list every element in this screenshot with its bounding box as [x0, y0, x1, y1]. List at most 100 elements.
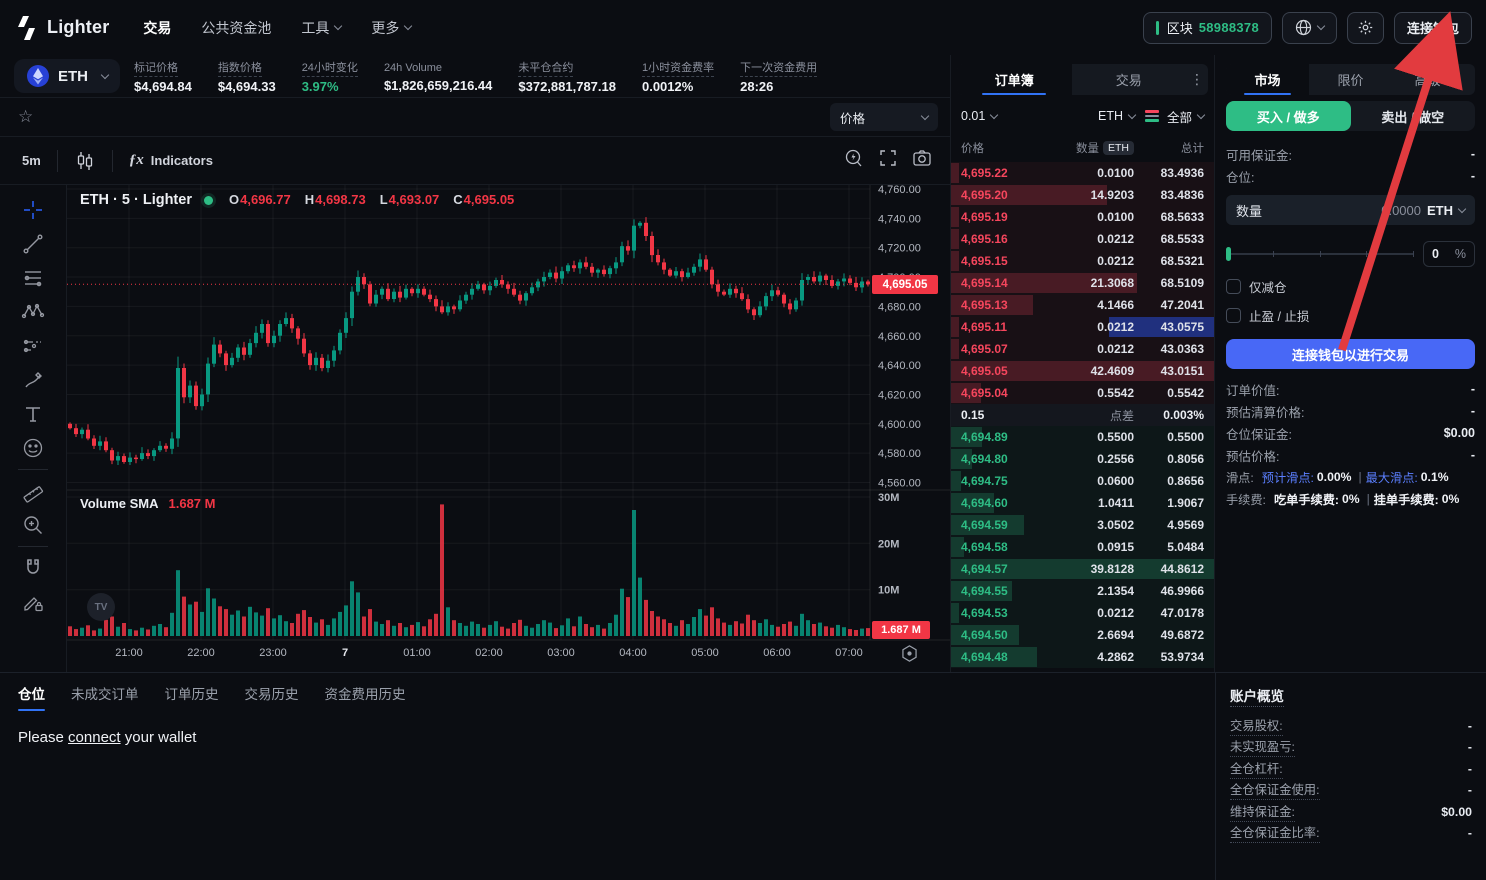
ruler-icon[interactable]	[15, 474, 51, 508]
connect-wallet-to-trade-button[interactable]: 连接钱包以进行交易	[1226, 339, 1475, 369]
orderbook-bid-row[interactable]: 4,694.55 2.1354 46.9966	[951, 580, 1214, 602]
orderbook-ask-row[interactable]: 4,695.14 21.3068 68.5109	[951, 272, 1214, 294]
candle-style-button[interactable]	[66, 146, 104, 176]
language-selector[interactable]	[1281, 11, 1337, 44]
bottom-tab-5[interactable]: 资金费用历史	[324, 687, 406, 702]
orderbook-ask-row[interactable]: 4,695.07 0.0212 43.0363	[951, 338, 1214, 360]
orderbook-ask-row[interactable]: 4,695.15 0.0212 68.5321	[951, 250, 1214, 272]
text-icon[interactable]	[15, 397, 51, 431]
bottom-tab-3[interactable]: 订单历史	[164, 687, 219, 702]
svg-text:10M: 10M	[878, 585, 899, 597]
col-price: 价格	[961, 143, 984, 155]
orderbook-ask-row[interactable]: 4,695.05 42.4609 43.0151	[951, 360, 1214, 382]
block-number-box[interactable]: 区块 58988378	[1142, 11, 1272, 44]
camera-icon[interactable]	[912, 148, 932, 173]
ask-total: 83.4836	[1160, 188, 1204, 202]
order-info-rows: 订单价值: - 预估清算价格: - 仓位保证金: $0.00 预估价格: -	[1215, 378, 1486, 466]
indicators-button[interactable]: ƒx Indicators	[121, 148, 221, 173]
bottom-tab-2[interactable]: 未成交订单	[71, 687, 139, 702]
reduce-only-checkbox[interactable]: 仅减仓	[1226, 277, 1475, 296]
bid-amount: 4.2862	[1097, 650, 1134, 664]
orderbook-bid-row[interactable]: 4,694.53 0.0212 47.0178	[951, 602, 1214, 624]
brush-icon[interactable]	[15, 363, 51, 397]
depth-bar	[951, 493, 994, 513]
nav-item-1[interactable]: 交易	[143, 18, 171, 38]
orderbook-ask-row[interactable]: 4,695.11 0.0212 43.0575	[951, 316, 1214, 338]
orderbook-bid-row[interactable]: 4,694.75 0.0600 0.8656	[951, 470, 1214, 492]
symbol-selector[interactable]: ETH	[14, 59, 120, 93]
forecast-icon[interactable]	[15, 329, 51, 363]
bid-total: 0.8656	[1167, 474, 1204, 488]
percent-input[interactable]: 0 %	[1423, 241, 1475, 267]
bottom-tab-4[interactable]: 交易历史	[244, 687, 299, 702]
favorite-star-icon[interactable]: ☆	[18, 107, 34, 126]
bottom-tab-1[interactable]: 仓位	[18, 683, 45, 711]
timeframe-button[interactable]: 5m	[14, 149, 49, 172]
orderbook-bid-row[interactable]: 4,694.80 0.2556 0.8056	[951, 448, 1214, 470]
amount-unit-dropdown[interactable]: ETH	[1427, 203, 1467, 218]
bid-amount: 2.6694	[1097, 628, 1134, 642]
depth-bar	[951, 361, 1214, 381]
bid-total: 4.9569	[1167, 518, 1204, 532]
amount-slider[interactable]	[1226, 247, 1414, 261]
slider-thumb[interactable]	[1226, 247, 1231, 261]
orderbook-bid-row[interactable]: 4,694.60 1.0411 1.9067	[951, 492, 1214, 514]
amount-input[interactable]: 数量 0.0000 ETH	[1226, 195, 1475, 225]
slippage-row: 滑点: 预计滑点: 0.00% | 最大滑点: 0.1%	[1226, 470, 1449, 485]
slippage-max-link[interactable]: 最大滑点:	[1365, 471, 1418, 485]
zoom-in-icon[interactable]	[15, 508, 51, 542]
magnet-icon[interactable]	[15, 551, 51, 585]
depth-bar	[951, 163, 959, 183]
nav-item-2[interactable]: 公共资金池	[201, 18, 271, 38]
spread-row: 0.15 点差 0.003%	[951, 404, 1214, 426]
orderbook-ask-row[interactable]: 4,695.16 0.0212 68.5533	[951, 228, 1214, 250]
price-chart[interactable]: 4,760.004,740.004,720.004,700.004,680.00…	[67, 184, 950, 672]
emoji-icon[interactable]	[15, 431, 51, 465]
orderbook-ask-row[interactable]: 4,695.04 0.5542 0.5542	[951, 382, 1214, 404]
tab-orderbook[interactable]: 订单簿	[957, 64, 1072, 95]
slippage-est-link[interactable]: 预计滑点:	[1261, 471, 1314, 485]
trend-line-icon[interactable]	[15, 227, 51, 261]
tab-advanced[interactable]: 高级	[1392, 64, 1475, 95]
depth-bar	[951, 537, 964, 557]
brand-logo[interactable]: Lighter	[16, 15, 109, 41]
orderbook-ask-row[interactable]: 4,695.13 4.1466 47.2041	[951, 294, 1214, 316]
connect-link[interactable]: connect	[68, 729, 121, 746]
alert-icon[interactable]	[844, 148, 864, 173]
buy-long-button[interactable]: 买入 / 做多	[1226, 101, 1351, 131]
fib-retracement-icon[interactable]	[15, 261, 51, 295]
bids-list: 4,694.89 0.5500 0.5500 4,694.80 0.2556 0.8056…	[951, 426, 1214, 668]
orderbook-bid-row[interactable]: 4,694.57 39.8128 44.8612	[951, 558, 1214, 580]
orderbook-ask-row[interactable]: 4,695.19 0.0100 68.5633	[951, 206, 1214, 228]
orderbook-bid-row[interactable]: 4,694.48 4.2862 53.9734	[951, 646, 1214, 668]
drawing-lock-icon[interactable]	[15, 585, 51, 619]
stat-value: 3.97%	[301, 79, 339, 94]
orderbook-ask-row[interactable]: 4,695.22 0.0100 83.4936	[951, 162, 1214, 184]
orderbook-bid-row[interactable]: 4,694.50 2.6694 49.6872	[951, 624, 1214, 646]
nav-item-4[interactable]: 更多	[371, 18, 413, 38]
orderbook-bid-row[interactable]: 4,694.89 0.5500 0.5500	[951, 426, 1214, 448]
orderbook-bid-row[interactable]: 4,694.59 3.0502 4.9569	[951, 514, 1214, 536]
fullscreen-icon[interactable]	[878, 148, 898, 173]
tp-sl-checkbox[interactable]: 止盈 / 止损	[1226, 306, 1475, 325]
time-axis-settings-icon[interactable]	[900, 644, 919, 668]
orderbook-menu-icon[interactable]: ⋮	[1190, 71, 1204, 87]
depth-flash	[1108, 317, 1214, 337]
sell-short-button[interactable]: 卖出 / 做空	[1381, 109, 1445, 125]
orderbook-ask-row[interactable]: 4,695.20 14.9203 83.4836	[951, 184, 1214, 206]
xabcd-pattern-icon[interactable]	[15, 295, 51, 329]
tab-limit[interactable]: 限价	[1337, 73, 1364, 88]
tab-trades[interactable]: 交易	[1115, 73, 1142, 88]
connect-wallet-button[interactable]: 连接钱包	[1393, 11, 1472, 44]
unit-dropdown[interactable]: ETH	[1098, 109, 1137, 123]
precision-dropdown[interactable]: 0.01	[961, 109, 999, 123]
price-scale-dropdown[interactable]: 价格	[830, 103, 938, 131]
crosshair-icon[interactable]	[15, 193, 51, 227]
nav-item-3[interactable]: 工具	[301, 18, 343, 38]
orderbook-bid-row[interactable]: 4,694.58 0.0915 5.0484	[951, 536, 1214, 558]
tradingview-watermark[interactable]: TV	[87, 593, 115, 621]
tab-market[interactable]: 市场	[1226, 64, 1309, 95]
chart-canvas[interactable]: 4,760.004,740.004,720.004,700.004,680.00…	[67, 184, 950, 672]
settings-button[interactable]	[1346, 11, 1384, 44]
book-view-dropdown[interactable]: 全部	[1144, 107, 1206, 126]
